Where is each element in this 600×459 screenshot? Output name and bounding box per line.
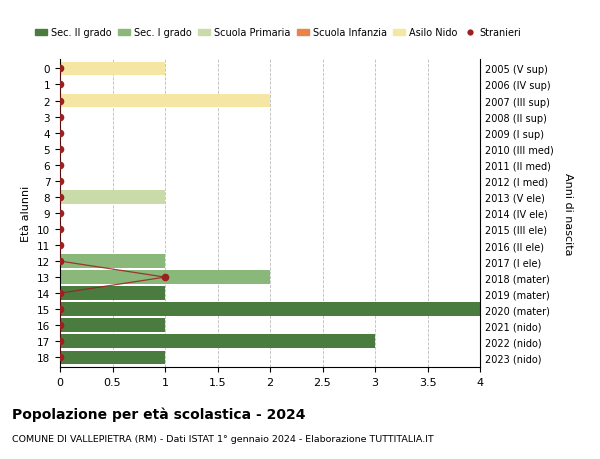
Bar [60, 351, 165, 364]
Y-axis label: Età alunni: Età alunni [22, 185, 31, 241]
Bar [60, 95, 270, 108]
Text: COMUNE DI VALLEPIETRA (RM) - Dati ISTAT 1° gennaio 2024 - Elaborazione TUTTITALI: COMUNE DI VALLEPIETRA (RM) - Dati ISTAT … [12, 434, 434, 443]
Bar [60, 190, 165, 204]
Y-axis label: Anni di nascita: Anni di nascita [563, 172, 573, 255]
Bar [60, 62, 165, 76]
Text: Popolazione per età scolastica - 2024: Popolazione per età scolastica - 2024 [12, 406, 305, 421]
Legend: Sec. II grado, Sec. I grado, Scuola Primaria, Scuola Infanzia, Asilo Nido, Stran: Sec. II grado, Sec. I grado, Scuola Prim… [31, 24, 525, 42]
Bar [60, 319, 165, 332]
Bar [60, 335, 375, 348]
Bar [60, 255, 165, 269]
Bar [60, 271, 270, 284]
Bar [60, 303, 480, 316]
Bar [60, 287, 165, 300]
